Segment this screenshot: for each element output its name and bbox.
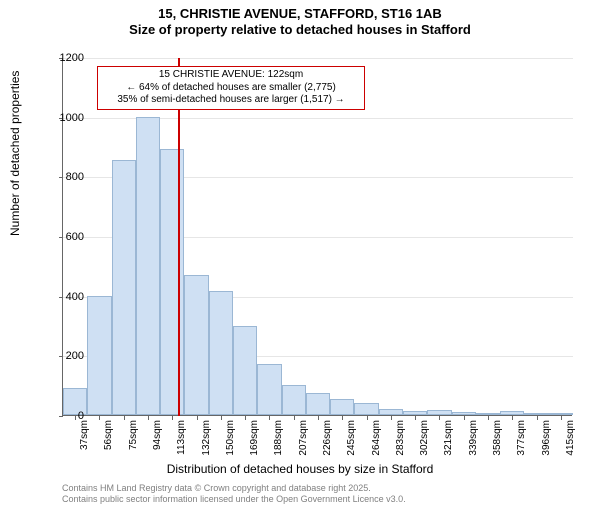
annotation-callout: 15 CHRISTIE AVENUE: 122sqm← 64% of detac…	[97, 66, 365, 110]
y-tick-label: 400	[44, 291, 84, 303]
x-tick-label: 207sqm	[298, 420, 309, 456]
x-tick-label: 94sqm	[152, 420, 163, 450]
chart-title: 15, CHRISTIE AVENUE, STAFFORD, ST16 1AB	[0, 6, 600, 21]
annotation-line: 35% of semi-detached houses are larger (…	[102, 94, 360, 107]
histogram-bar	[282, 385, 306, 415]
x-tick-mark	[245, 416, 246, 420]
histogram-bar	[184, 275, 208, 415]
x-tick-mark	[415, 416, 416, 420]
histogram-bar	[87, 296, 111, 415]
x-tick-mark	[318, 416, 319, 420]
histogram-bar	[257, 364, 281, 415]
annotation-line: 15 CHRISTIE AVENUE: 122sqm	[102, 69, 360, 82]
x-tick-label: 113sqm	[176, 420, 187, 455]
x-tick-label: 415sqm	[565, 420, 576, 456]
histogram-bar	[379, 409, 403, 415]
x-tick-mark	[172, 416, 173, 420]
x-tick-mark	[512, 416, 513, 420]
x-tick-label: 75sqm	[128, 420, 139, 450]
x-tick-mark	[391, 416, 392, 420]
gridline	[63, 58, 573, 59]
x-tick-mark	[197, 416, 198, 420]
chart-area: 37sqm56sqm75sqm94sqm113sqm132sqm150sqm16…	[62, 58, 572, 416]
x-tick-mark	[269, 416, 270, 420]
x-axis-label: Distribution of detached houses by size …	[0, 462, 600, 476]
y-tick-label: 200	[44, 350, 84, 362]
x-tick-mark	[221, 416, 222, 420]
y-tick-label: 800	[44, 171, 84, 183]
histogram-bar	[500, 411, 524, 415]
histogram-bar	[209, 291, 233, 415]
x-tick-mark	[464, 416, 465, 420]
x-tick-label: 264sqm	[371, 420, 382, 456]
x-tick-mark	[124, 416, 125, 420]
x-tick-label: 132sqm	[201, 420, 212, 456]
histogram-bar	[330, 399, 354, 415]
x-tick-mark	[561, 416, 562, 420]
x-tick-label: 37sqm	[79, 420, 90, 450]
y-tick-label: 0	[44, 410, 84, 422]
x-tick-label: 283sqm	[395, 420, 406, 456]
x-tick-label: 56sqm	[103, 420, 114, 450]
x-tick-mark	[488, 416, 489, 420]
histogram-bar	[427, 410, 451, 415]
histogram-bar	[160, 149, 184, 415]
y-tick-label: 600	[44, 231, 84, 243]
footer-attribution: Contains HM Land Registry data © Crown c…	[62, 483, 406, 504]
x-tick-label: 358sqm	[492, 420, 503, 456]
x-tick-mark	[99, 416, 100, 420]
x-tick-label: 150sqm	[225, 420, 236, 456]
x-tick-label: 188sqm	[273, 420, 284, 456]
histogram-bar	[452, 412, 476, 415]
x-tick-mark	[439, 416, 440, 420]
x-tick-label: 339sqm	[468, 420, 479, 456]
histogram-bar	[354, 403, 378, 415]
x-tick-label: 396sqm	[541, 420, 552, 456]
x-tick-mark	[367, 416, 368, 420]
x-tick-mark	[294, 416, 295, 420]
x-tick-mark	[342, 416, 343, 420]
x-tick-label: 321sqm	[443, 420, 454, 456]
histogram-bar	[233, 326, 257, 416]
annotation-line: ← 64% of detached houses are smaller (2,…	[102, 82, 360, 95]
plot-region: 37sqm56sqm75sqm94sqm113sqm132sqm150sqm16…	[62, 58, 572, 416]
footer-line-1: Contains HM Land Registry data © Crown c…	[62, 483, 406, 493]
property-marker-line	[178, 58, 180, 416]
x-tick-mark	[537, 416, 538, 420]
x-tick-label: 302sqm	[419, 420, 430, 456]
x-tick-label: 169sqm	[249, 420, 260, 456]
histogram-bar	[476, 413, 500, 415]
x-tick-label: 377sqm	[516, 420, 527, 456]
histogram-bar	[112, 160, 136, 415]
x-tick-label: 245sqm	[346, 420, 357, 456]
histogram-bar	[306, 393, 330, 415]
histogram-bar	[524, 413, 548, 415]
x-tick-mark	[148, 416, 149, 420]
footer-line-2: Contains public sector information licen…	[62, 494, 406, 504]
histogram-bar	[403, 411, 427, 415]
histogram-bar	[549, 413, 573, 415]
chart-subtitle: Size of property relative to detached ho…	[0, 22, 600, 37]
y-axis-label: Number of detached properties	[8, 71, 22, 236]
histogram-bar	[136, 117, 160, 415]
y-tick-label: 1000	[44, 112, 84, 124]
x-tick-label: 226sqm	[322, 420, 333, 456]
y-tick-label: 1200	[44, 52, 84, 64]
